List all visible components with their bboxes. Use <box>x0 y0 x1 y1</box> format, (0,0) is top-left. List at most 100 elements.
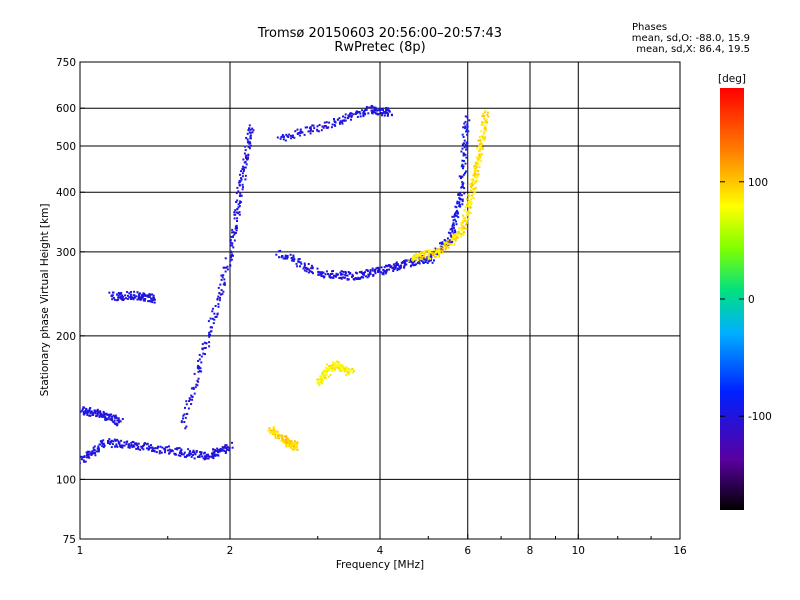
scatter-point <box>290 446 293 449</box>
scatter-point <box>121 446 124 449</box>
scatter-point <box>453 218 456 221</box>
scatter-point <box>475 166 478 169</box>
scatter-point <box>439 249 442 252</box>
scatter-point <box>295 262 298 265</box>
scatter-point <box>467 130 470 133</box>
scatter-point <box>319 375 322 378</box>
scatter-point <box>238 179 241 182</box>
scatter-point <box>480 130 483 133</box>
scatter-point <box>463 153 466 156</box>
scatter-point <box>280 436 283 439</box>
scatter-point <box>412 256 415 259</box>
scatter-point <box>232 235 234 238</box>
scatter-point <box>461 198 464 201</box>
scatter-point <box>485 122 488 125</box>
scatter-point <box>393 265 396 268</box>
scatter-point <box>113 419 116 422</box>
scatter-point <box>115 444 118 447</box>
scatter-point <box>330 367 333 370</box>
scatter-point <box>477 139 480 142</box>
scatter-point <box>96 413 99 416</box>
scatter-point <box>423 255 425 258</box>
scatter-point <box>99 440 102 443</box>
scatter-point <box>217 295 220 298</box>
scatter-point <box>196 455 199 458</box>
scatter-point <box>233 211 236 214</box>
scatter-point <box>289 441 292 444</box>
scatter-point <box>83 413 86 416</box>
scatter-point <box>138 297 141 300</box>
scatter-point <box>481 146 484 149</box>
scatter-point <box>442 252 445 255</box>
scatter-point <box>322 370 325 373</box>
scatter-point <box>143 444 145 447</box>
scatter-point <box>137 448 140 451</box>
scatter-point <box>228 449 231 452</box>
scatter-point <box>294 130 297 133</box>
scatter-point <box>381 272 384 275</box>
scatter-point <box>412 259 414 262</box>
scatter-point <box>449 234 452 237</box>
scatter-point <box>205 342 208 345</box>
scatter-point <box>185 412 188 415</box>
scatter-point <box>163 448 166 451</box>
scatter-point <box>142 295 144 298</box>
scatter-point <box>473 190 476 193</box>
scatter-point <box>327 273 329 276</box>
scatter-point <box>108 415 111 418</box>
scatter-point <box>461 143 464 146</box>
scatter-point <box>454 229 456 232</box>
scatter-point <box>455 211 458 214</box>
scatter-point <box>384 110 387 113</box>
scatter-point <box>272 425 275 428</box>
scatter-point <box>351 368 354 370</box>
scatter-point <box>322 271 325 274</box>
scatter-point <box>287 136 290 138</box>
scatter-point <box>461 159 464 162</box>
scatter-point <box>477 170 480 173</box>
scatter-point <box>229 240 232 243</box>
scatter-point <box>464 162 467 165</box>
colorbar-tick-label: -100 <box>748 411 772 423</box>
scatter-point <box>247 156 249 159</box>
scatter-point <box>131 445 134 447</box>
scatter-point <box>486 118 488 121</box>
scatter-point <box>83 406 86 409</box>
scatter-point <box>372 274 375 277</box>
scatter-point <box>237 203 240 206</box>
scatter-point <box>167 449 170 452</box>
scatter-point <box>284 255 287 258</box>
scatter-point <box>149 446 152 449</box>
scatter-point <box>235 211 238 214</box>
scatter-point <box>296 442 299 445</box>
chart-subtitle: RwPretec (8p) <box>334 40 426 55</box>
scatter-point <box>198 365 201 368</box>
scatter-point <box>136 291 139 294</box>
scatter-point <box>214 316 217 318</box>
scatter-point <box>223 278 226 281</box>
scatter-point <box>320 129 323 132</box>
scatter-point <box>241 172 244 175</box>
scatter-point <box>466 146 469 149</box>
scatter-point <box>159 445 162 448</box>
scatter-point <box>291 134 294 137</box>
scatter-point <box>418 256 420 259</box>
scatter-point <box>292 254 295 257</box>
scatter-point <box>285 133 288 136</box>
scatter-point <box>116 419 119 422</box>
scatter-point <box>303 269 306 272</box>
scatter-point <box>88 408 91 411</box>
scatter-point <box>299 261 302 264</box>
scatter-point <box>128 446 131 449</box>
scatter-point <box>341 122 344 125</box>
scatter-point <box>356 272 359 275</box>
scatter-point <box>142 299 145 302</box>
scatter-point <box>148 293 151 296</box>
scatter-point <box>180 452 183 454</box>
scatter-point <box>242 170 245 173</box>
scatter-point <box>247 140 250 143</box>
scatter-point <box>429 257 432 260</box>
scatter-point <box>131 446 134 449</box>
scatter-point <box>231 242 234 245</box>
scatter-point <box>248 127 251 130</box>
